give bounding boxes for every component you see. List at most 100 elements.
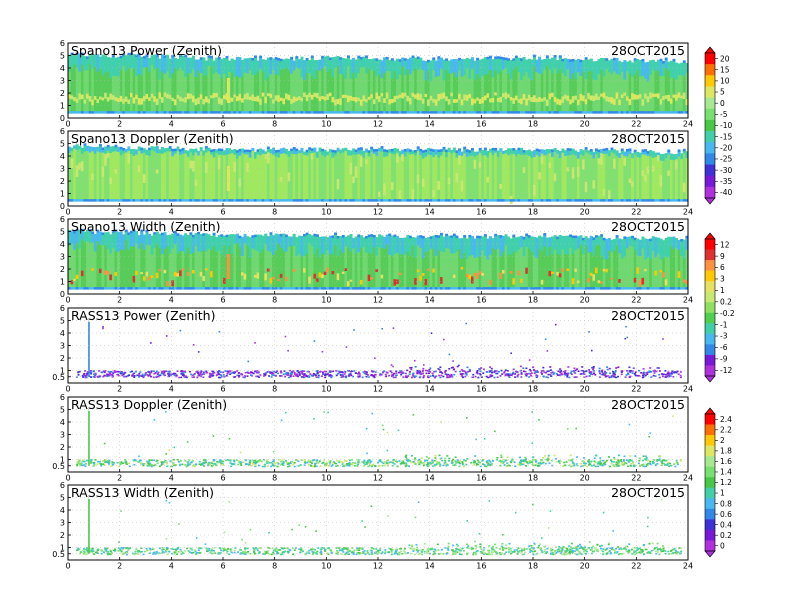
scatter-pt: [303, 464, 306, 467]
heat-band-mid: [295, 97, 299, 101]
scatter-pt: [598, 367, 601, 370]
heat-col: [631, 237, 635, 289]
heat-band-upper: [434, 60, 438, 78]
scatter-pt: [169, 465, 172, 468]
heat-bottom: [176, 287, 180, 290]
scatter-pt: [118, 465, 121, 468]
heat-col: [132, 231, 136, 289]
scatter-pt: [515, 370, 518, 373]
heat-band-mid: [137, 98, 141, 105]
heat-bottom: [238, 199, 242, 202]
scatter-pt: [108, 374, 111, 377]
heat-band-mid: [403, 92, 407, 97]
heat-turb: [659, 269, 663, 273]
heat-patch: [383, 183, 387, 196]
heat-band-upper: [184, 233, 188, 254]
heat-bottom: [148, 287, 151, 290]
scatter-pt: [132, 373, 135, 376]
heat-bottom: [279, 199, 283, 202]
scatter-pt: [372, 463, 375, 466]
heat-bottom: [264, 287, 268, 290]
heat-band-mid: [181, 98, 185, 102]
heat-bottom: [437, 199, 441, 202]
heat-band-upper: [254, 236, 257, 250]
scatter-pt: [277, 459, 280, 461]
heat-band-upper: [199, 147, 203, 152]
scatter-pt: [301, 369, 304, 372]
heat-bottom: [644, 199, 647, 202]
heat-turb: [576, 280, 580, 284]
scatter-pt: [142, 463, 145, 465]
heat-turb: [243, 273, 247, 280]
heat-bottom: [248, 287, 252, 290]
heat-band-upper: [465, 150, 469, 157]
heat-bottom: [362, 287, 366, 290]
heat-col: [179, 150, 182, 201]
heat-band-upper: [525, 235, 529, 248]
scatter-pt: [525, 367, 528, 370]
scatter-pt: [601, 459, 604, 462]
heat-band-upper: [354, 236, 358, 254]
heat-col: [517, 149, 521, 201]
heat-band-upper: [173, 232, 177, 245]
heat-col: [372, 58, 376, 113]
heat-bottom: [166, 287, 170, 290]
y-tick-label: 5: [60, 140, 65, 149]
scatter-pt: [172, 463, 175, 466]
scatter-pt: [472, 460, 475, 462]
scatter-pt: [604, 373, 607, 375]
scatter-pt: [138, 375, 141, 377]
scatter-pt: [237, 463, 240, 466]
heat-col: [421, 60, 425, 113]
heat-bottom: [310, 199, 314, 202]
scatter-pt: [86, 459, 89, 462]
heat-band-upper: [522, 56, 526, 76]
heat-band-upper: [290, 236, 294, 246]
heat-fringe: [486, 56, 490, 60]
heat-band-upper: [104, 232, 108, 246]
heat-band-mid: [83, 99, 87, 104]
scatter-pt: [676, 370, 679, 373]
heat-col: [334, 151, 337, 201]
heat-band-upper: [176, 234, 180, 254]
heat-fringe: [499, 235, 503, 238]
heat-band-mid: [197, 97, 201, 105]
panel-title: Spano13 Power (Zenith): [71, 43, 222, 58]
heat-col: [463, 236, 467, 289]
heat-col: [117, 56, 120, 113]
scatter-pt: [658, 373, 661, 376]
heat-bottom: [233, 199, 237, 202]
heat-col: [618, 61, 622, 113]
heat-band-upper: [651, 151, 655, 158]
heat-col: [362, 56, 366, 113]
heat-col: [212, 60, 216, 113]
scatter-pt: [229, 459, 232, 462]
scatter-pt: [592, 368, 595, 371]
scatter-pt: [254, 465, 257, 468]
heat-col: [587, 59, 591, 113]
heat-bottom: [445, 111, 449, 114]
scatter-pt: [517, 373, 520, 376]
scatter-pt: [168, 370, 171, 373]
scatter-pt: [558, 374, 561, 377]
heat-fringe: [127, 52, 131, 56]
heat-col: [421, 151, 425, 201]
heat-band-mid: [540, 98, 544, 102]
heat-col: [651, 151, 655, 201]
heat-band-upper: [313, 60, 317, 79]
heat-col: [486, 151, 490, 201]
heat-band-upper: [251, 236, 255, 249]
scatter-pt: [502, 461, 505, 463]
heat-bottom: [445, 199, 449, 202]
scatter-pt: [178, 376, 181, 379]
heat-band-upper: [615, 57, 619, 74]
scatter-pt: [616, 375, 619, 378]
heat-bottom: [540, 199, 544, 202]
heat-col: [269, 149, 273, 201]
heat-col: [261, 149, 265, 201]
heat-band-upper: [68, 146, 71, 154]
heat-col: [328, 235, 332, 289]
scatter-pt: [309, 459, 312, 462]
heat-band-mid: [393, 95, 397, 103]
scatter-pt: [184, 463, 187, 466]
